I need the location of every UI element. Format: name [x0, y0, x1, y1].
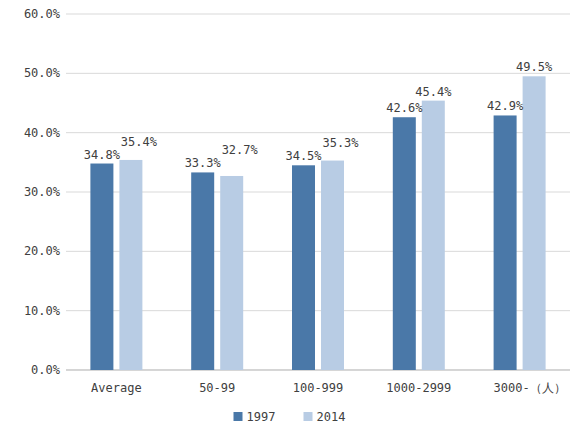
- x-tick-label: 1000-2999: [386, 381, 451, 395]
- legend-label: 1997: [247, 410, 276, 424]
- bar: [90, 164, 113, 370]
- data-label: 32.7%: [222, 143, 259, 157]
- bar: [292, 165, 315, 370]
- data-label: 45.4%: [415, 85, 452, 99]
- y-tick-label: 20.0%: [24, 244, 61, 258]
- bar: [321, 161, 344, 370]
- data-label: 33.3%: [185, 156, 222, 170]
- bar: [422, 101, 445, 370]
- y-tick-label: 0.0%: [31, 363, 61, 377]
- x-tick-label: 100-999: [293, 381, 344, 395]
- data-label: 34.8%: [84, 148, 121, 162]
- chart: 0.0% 10.0% 20.0% 30.0% 40.0% 50.0% 60.0% Averag…: [0, 0, 587, 437]
- data-label: 49.5%: [516, 60, 553, 74]
- data-label: 42.6%: [386, 101, 423, 115]
- data-label: 34.5%: [285, 149, 322, 163]
- y-tick-label: 10.0%: [24, 304, 61, 318]
- x-tick-label: 3000-（人）: [494, 381, 566, 395]
- y-tick-label: 60.0%: [24, 7, 61, 21]
- y-tick-label: 50.0%: [24, 66, 61, 80]
- bar: [523, 76, 546, 370]
- data-label: 42.9%: [487, 99, 524, 113]
- bar: [119, 160, 142, 370]
- x-tick-label: Average: [91, 381, 142, 395]
- legend-label: 2014: [317, 410, 346, 424]
- grid-line: [66, 14, 570, 15]
- grid-line: [66, 73, 570, 74]
- x-tick-label: 50-99: [199, 381, 235, 395]
- legend-swatch: [234, 412, 243, 421]
- bar: [220, 176, 243, 370]
- bar: [494, 115, 517, 370]
- data-label: 35.4%: [121, 135, 158, 149]
- data-label: 35.3%: [322, 136, 359, 150]
- bars: [90, 76, 545, 370]
- bar: [393, 117, 416, 370]
- bar: [191, 172, 214, 370]
- y-tick-label: 40.0%: [24, 126, 61, 140]
- y-tick-label: 30.0%: [24, 185, 61, 199]
- legend-swatch: [304, 412, 313, 421]
